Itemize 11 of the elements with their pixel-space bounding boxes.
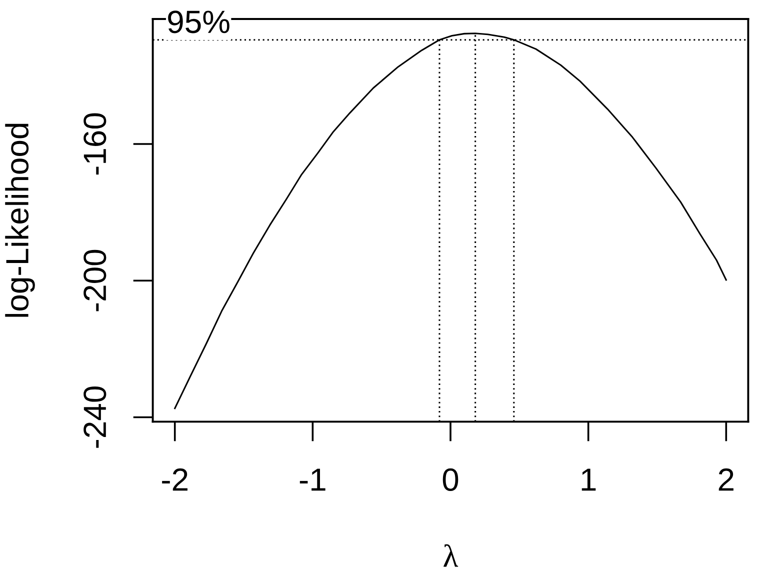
x-tick-label: 2 xyxy=(718,468,734,491)
x-tick-label: -1 xyxy=(300,468,326,491)
y-tick-label: -160 xyxy=(84,113,106,175)
y-tick-label: -200 xyxy=(84,250,106,312)
x-tick-label: -2 xyxy=(162,468,188,491)
x-tick-label: 0 xyxy=(442,468,458,491)
y-axis-title: log-Likelihood xyxy=(5,124,35,317)
x-axis-title: λ xyxy=(444,544,458,567)
x-tick-label: 1 xyxy=(582,468,596,491)
annotation: 95% xyxy=(168,10,230,34)
y-tick-label: -240 xyxy=(84,386,106,448)
